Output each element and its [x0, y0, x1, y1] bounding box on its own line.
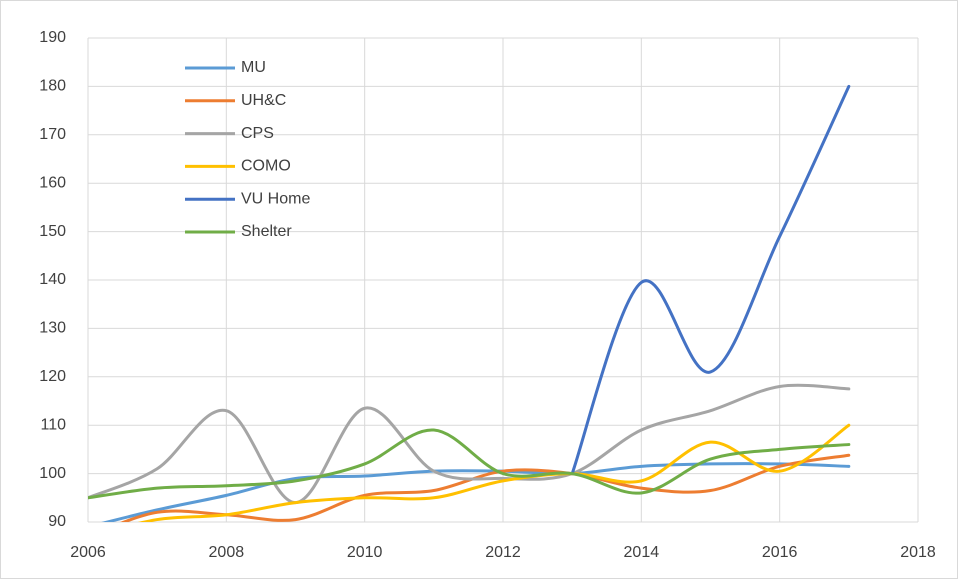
legend-label: UH&C — [241, 92, 286, 109]
y-tick-label: 110 — [40, 416, 66, 433]
legend-label: Shelter — [241, 223, 292, 240]
y-tick-label: 170 — [39, 126, 66, 143]
y-tick-label: 100 — [39, 465, 66, 482]
x-tick-label: 2014 — [624, 544, 660, 561]
y-tick-label: 130 — [39, 320, 66, 337]
legend-label: MU — [241, 59, 266, 76]
plot-area — [88, 84, 851, 522]
y-tick-label: 120 — [39, 368, 66, 385]
y-tick-label: 180 — [39, 78, 66, 95]
legend-label: VU Home — [241, 190, 310, 207]
y-tick-label: 160 — [39, 174, 66, 191]
legend-label: CPS — [241, 125, 274, 142]
line — [88, 383, 851, 505]
y-tick-label: 190 — [39, 29, 66, 46]
line — [88, 428, 851, 500]
y-tick-label: 90 — [48, 513, 66, 530]
y-tick-label: 140 — [39, 271, 66, 288]
line — [101, 462, 851, 522]
x-tick-label: 2018 — [900, 544, 936, 561]
line — [570, 84, 851, 476]
x-tick-label: 2008 — [209, 544, 245, 561]
x-tick-label: 2016 — [762, 544, 798, 561]
x-tick-label: 2006 — [70, 544, 106, 561]
y-tick-label: 150 — [39, 223, 66, 240]
line — [137, 423, 851, 522]
legend-label: COMO — [241, 158, 291, 175]
x-tick-label: 2010 — [347, 544, 383, 561]
x-tick-label: 2012 — [485, 544, 521, 561]
